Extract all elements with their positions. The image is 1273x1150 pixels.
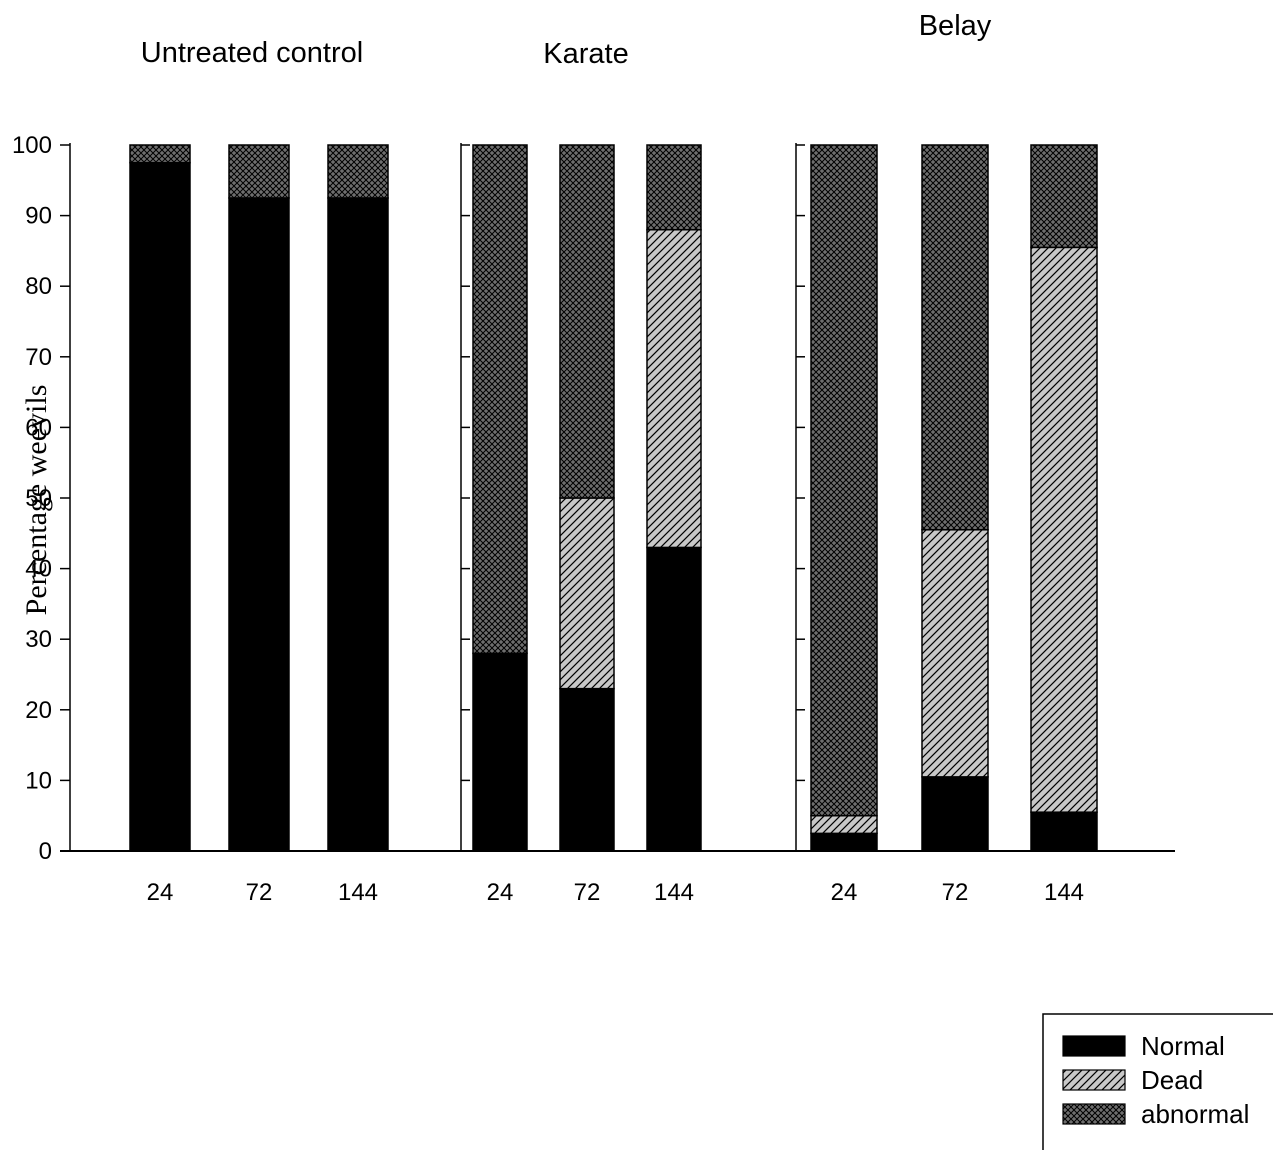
legend: Normal Dead abnormal (1042, 1013, 1273, 1150)
bar-segment-abnormal (810, 144, 878, 817)
bar-segment-normal (921, 776, 989, 852)
bar-segment-normal (228, 197, 290, 852)
bar-segment-dead (559, 497, 615, 690)
x-tick-label: 144 (1044, 879, 1084, 906)
bar-segment-normal (1030, 811, 1098, 852)
legend-swatch-dead (1062, 1069, 1126, 1091)
group-title: Untreated control (141, 37, 363, 69)
x-tick-label: 24 (487, 879, 514, 906)
bar-segment-normal (327, 197, 389, 852)
legend-swatch-normal (1062, 1035, 1126, 1057)
bar-segment-dead (646, 228, 702, 549)
bar-segment-abnormal (327, 144, 389, 199)
group-title: Belay (919, 10, 992, 42)
bar-segment-normal (472, 652, 528, 852)
legend-label: abnormal (1141, 1099, 1249, 1129)
legend-label: Normal (1141, 1031, 1225, 1061)
x-tick-label: 72 (942, 879, 969, 906)
bar-segment-abnormal (559, 144, 615, 499)
bar-segment-normal (129, 161, 191, 852)
group-title: Karate (543, 38, 628, 70)
bar-segment-abnormal (129, 144, 191, 164)
bar-segment-abnormal (921, 144, 989, 531)
x-tick-label: 144 (654, 879, 694, 906)
bar-segment-dead (810, 814, 878, 835)
legend-label: Dead (1141, 1065, 1203, 1095)
bar-segment-normal (559, 687, 615, 852)
bar-segment-dead (921, 529, 989, 778)
y-tick-label: 30 (25, 626, 52, 653)
bar-segment-dead (1030, 246, 1098, 813)
y-tick-label: 60 (25, 414, 52, 441)
y-tick-label: 10 (25, 767, 52, 794)
bar-segment-normal (646, 546, 702, 852)
y-tick-label: 40 (25, 556, 52, 583)
bar-segment-abnormal (646, 144, 702, 231)
bar-segment-abnormal (228, 144, 290, 199)
legend-swatch-abnormal (1062, 1103, 1126, 1125)
y-tick-label: 20 (25, 697, 52, 724)
bar-segment-normal (810, 832, 878, 852)
x-tick-labels: 24 72 144 24 72 144 24 72 144 (147, 879, 1084, 906)
group-titles: Untreated control Karate Belay (141, 10, 992, 70)
bars (129, 144, 1098, 852)
y-tick-label: 0 (39, 838, 52, 865)
x-tick-label: 72 (574, 879, 601, 906)
y-tick-label: 80 (25, 273, 52, 300)
x-tick-label: 24 (147, 879, 174, 906)
y-tick-label: 100 (12, 132, 52, 159)
y-tick-label: 50 (25, 485, 52, 512)
x-tick-label: 72 (246, 879, 273, 906)
x-tick-label: 144 (338, 879, 378, 906)
y-tick-label: 90 (25, 203, 52, 230)
x-tick-label: 24 (831, 879, 858, 906)
y-axis-label: Percentage weevils (20, 385, 53, 616)
bar-segment-abnormal (472, 144, 528, 655)
bar-segment-abnormal (1030, 144, 1098, 249)
axes: 0 10 20 30 40 50 60 70 80 90 100 (12, 132, 1175, 865)
y-tick-label: 70 (25, 344, 52, 371)
